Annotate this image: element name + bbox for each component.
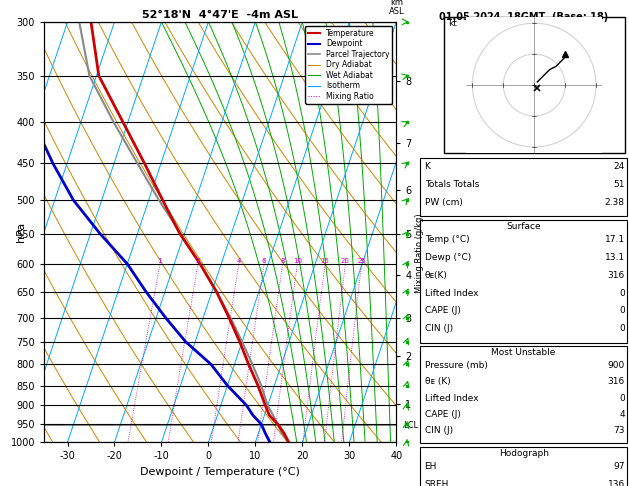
Bar bbox=[443, 17, 625, 153]
Text: 2.38: 2.38 bbox=[605, 198, 625, 207]
Text: 24: 24 bbox=[613, 162, 625, 171]
Text: hPa: hPa bbox=[16, 222, 26, 242]
Text: 2: 2 bbox=[196, 258, 200, 264]
Text: 4: 4 bbox=[237, 258, 241, 264]
Text: 25: 25 bbox=[357, 258, 366, 264]
Text: 0: 0 bbox=[619, 289, 625, 297]
Text: Lifted Index: Lifted Index bbox=[425, 289, 478, 297]
Text: CAPE (J): CAPE (J) bbox=[425, 306, 460, 315]
Text: 0: 0 bbox=[619, 324, 625, 333]
Text: 136: 136 bbox=[608, 480, 625, 486]
Text: θᴇ(K): θᴇ(K) bbox=[425, 271, 447, 280]
Text: 17.1: 17.1 bbox=[604, 235, 625, 244]
Text: SREH: SREH bbox=[425, 480, 449, 486]
Text: PW (cm): PW (cm) bbox=[425, 198, 462, 207]
Text: CIN (J): CIN (J) bbox=[425, 324, 453, 333]
Text: Dewp (°C): Dewp (°C) bbox=[425, 253, 471, 262]
Text: 0: 0 bbox=[619, 306, 625, 315]
Text: Totals Totals: Totals Totals bbox=[425, 180, 479, 189]
Text: LCL: LCL bbox=[403, 420, 418, 430]
X-axis label: Dewpoint / Temperature (°C): Dewpoint / Temperature (°C) bbox=[140, 467, 300, 477]
Text: Surface: Surface bbox=[506, 222, 541, 231]
Text: 0: 0 bbox=[619, 394, 625, 403]
Text: 15: 15 bbox=[321, 258, 330, 264]
Text: 73: 73 bbox=[613, 426, 625, 435]
Text: K: K bbox=[425, 162, 430, 171]
Text: 51: 51 bbox=[613, 180, 625, 189]
Bar bbox=[420, 447, 627, 486]
Text: km
ASL: km ASL bbox=[389, 0, 404, 16]
Text: CIN (J): CIN (J) bbox=[425, 426, 453, 435]
Text: 4: 4 bbox=[619, 410, 625, 419]
Text: 6: 6 bbox=[262, 258, 266, 264]
Text: Hodograph: Hodograph bbox=[499, 449, 548, 458]
Text: 13.1: 13.1 bbox=[604, 253, 625, 262]
Legend: Temperature, Dewpoint, Parcel Trajectory, Dry Adiabat, Wet Adiabat, Isotherm, Mi: Temperature, Dewpoint, Parcel Trajectory… bbox=[305, 26, 392, 104]
Text: 10: 10 bbox=[293, 258, 302, 264]
Bar bbox=[420, 220, 627, 343]
Text: 8: 8 bbox=[281, 258, 285, 264]
Text: 900: 900 bbox=[608, 361, 625, 370]
Text: Pressure (mb): Pressure (mb) bbox=[425, 361, 487, 370]
Text: CAPE (J): CAPE (J) bbox=[425, 410, 460, 419]
Text: 316: 316 bbox=[608, 378, 625, 386]
Bar bbox=[420, 158, 627, 216]
Text: 1: 1 bbox=[158, 258, 162, 264]
Text: Lifted Index: Lifted Index bbox=[425, 394, 478, 403]
Text: Most Unstable: Most Unstable bbox=[491, 348, 556, 358]
Text: Mixing Ratio (g/kg): Mixing Ratio (g/kg) bbox=[415, 213, 424, 293]
Title: 52°18'N  4°47'E  -4m ASL: 52°18'N 4°47'E -4m ASL bbox=[142, 10, 298, 20]
Text: 316: 316 bbox=[608, 271, 625, 280]
Text: θᴇ (K): θᴇ (K) bbox=[425, 378, 450, 386]
Text: 20: 20 bbox=[341, 258, 350, 264]
Text: 01.05.2024  18GMT  (Base: 18): 01.05.2024 18GMT (Base: 18) bbox=[439, 12, 608, 22]
Text: EH: EH bbox=[425, 462, 437, 471]
Bar bbox=[420, 346, 627, 443]
Text: Temp (°C): Temp (°C) bbox=[425, 235, 469, 244]
Text: 97: 97 bbox=[613, 462, 625, 471]
Text: kt: kt bbox=[448, 19, 457, 29]
